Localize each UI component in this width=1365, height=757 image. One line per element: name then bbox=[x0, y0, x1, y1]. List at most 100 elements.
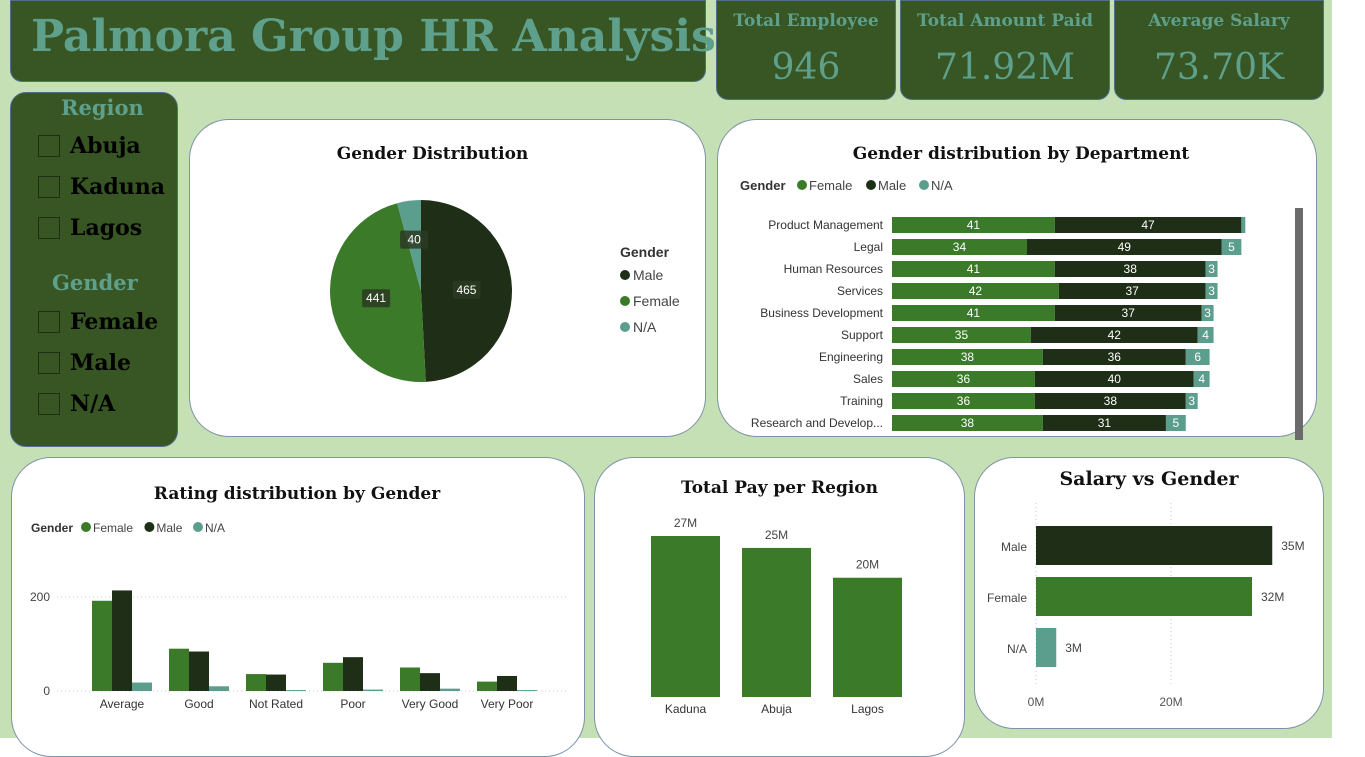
bar-segment-female bbox=[892, 283, 1059, 299]
bar-data-label: 32M bbox=[1261, 590, 1284, 604]
gender-slicer-title: Gender bbox=[52, 270, 138, 295]
option-label: Male bbox=[70, 350, 131, 376]
bar-segment-female bbox=[892, 393, 1035, 409]
y-tick-label: 0 bbox=[43, 684, 50, 698]
salary-bar-na bbox=[1036, 628, 1057, 667]
bar-segment-na bbox=[1193, 371, 1210, 387]
salary-bar-female bbox=[1036, 577, 1252, 616]
bar-segment-female bbox=[892, 349, 1043, 365]
legend-marker bbox=[620, 296, 630, 306]
kpi-value: 946 bbox=[771, 47, 841, 88]
x-tick-label: Very Good bbox=[402, 697, 459, 711]
kpi-total-employee: Total Employee 946 bbox=[716, 0, 896, 100]
bar-segment-na bbox=[1197, 327, 1214, 343]
category-label: N/A bbox=[1007, 642, 1027, 656]
region-option-abuja[interactable]: Abuja bbox=[38, 133, 141, 159]
pie-data-label: 40 bbox=[407, 233, 421, 247]
column-male bbox=[266, 674, 286, 691]
column-male bbox=[420, 673, 440, 691]
legend-label: N/A bbox=[633, 319, 657, 335]
legend-label: Female bbox=[633, 293, 680, 309]
chart-title: Total Pay per Region bbox=[681, 478, 878, 498]
column-female bbox=[400, 667, 420, 691]
department-gender-card: Gender distribution by Department Gender… bbox=[717, 119, 1317, 437]
kpi-value: 71.92M bbox=[935, 47, 1075, 88]
legend-marker bbox=[144, 522, 155, 532]
checkbox[interactable] bbox=[38, 135, 60, 157]
column-na bbox=[440, 688, 460, 691]
bar-data-label: 3 bbox=[1204, 306, 1211, 320]
legend-title: Gender bbox=[31, 521, 73, 535]
department-stacked-bar-chart: Gender Female Male N/A Product Management 41 4… bbox=[740, 178, 1246, 431]
salary-bar-chart: 0M 20M Male 35M Female 32M N/A 3M bbox=[987, 503, 1305, 709]
gender-option-male[interactable]: Male bbox=[38, 350, 131, 376]
region-bar bbox=[833, 577, 902, 697]
bar-segment-male bbox=[1030, 327, 1198, 343]
checkbox[interactable] bbox=[38, 352, 60, 374]
bar-data-label: 35 bbox=[955, 328, 969, 342]
data-label-bg bbox=[400, 230, 429, 249]
column-male bbox=[343, 657, 363, 691]
region-bar bbox=[651, 536, 720, 697]
option-label: N/A bbox=[70, 391, 116, 417]
x-tick-label: 20M bbox=[1159, 695, 1182, 709]
bar-segment-male bbox=[1034, 393, 1186, 409]
region-option-lagos[interactable]: Lagos bbox=[38, 215, 142, 241]
checkbox[interactable] bbox=[38, 217, 60, 239]
bar-data-label: 35M bbox=[1281, 539, 1304, 553]
legend-marker bbox=[919, 180, 929, 190]
x-tick-label: Very Poor bbox=[481, 697, 534, 711]
x-tick-label: Lagos bbox=[851, 702, 884, 716]
page-title: Palmora Group HR Analysis bbox=[31, 11, 716, 62]
checkbox[interactable] bbox=[38, 311, 60, 333]
bar-segment-male bbox=[1034, 371, 1194, 387]
column-female bbox=[246, 674, 266, 691]
category-label: Male bbox=[1001, 540, 1027, 554]
kpi-total-amount-paid: Total Amount Paid 71.92M bbox=[900, 0, 1110, 100]
category-label: Research and Develop... bbox=[751, 416, 883, 430]
bar-segment-female bbox=[892, 327, 1031, 343]
gender-distribution-card: Gender Distribution 465 441 40 Gender Male Fe… bbox=[189, 119, 706, 437]
rating-clustered-bar-chart: Gender Female Male N/A 0 200 Average Good Not Ra… bbox=[30, 521, 567, 711]
title-banner: Palmora Group HR Analysis bbox=[10, 0, 716, 82]
chart-scrollbar[interactable] bbox=[1295, 208, 1303, 440]
bar-data-label: 36 bbox=[957, 372, 971, 386]
pie-data-label: 465 bbox=[456, 283, 476, 297]
column-male bbox=[189, 651, 209, 691]
legend-marker bbox=[193, 522, 203, 532]
bar-segment-na bbox=[1185, 349, 1210, 365]
x-tick-label: Good bbox=[184, 697, 213, 711]
y-tick-label: 200 bbox=[30, 590, 50, 604]
legend-marker bbox=[866, 180, 876, 190]
checkbox[interactable] bbox=[38, 176, 60, 198]
gender-option-female[interactable]: Female bbox=[38, 309, 158, 335]
region-option-kaduna[interactable]: Kaduna bbox=[38, 174, 165, 200]
bar-data-label: 47 bbox=[1141, 218, 1155, 232]
checkbox[interactable] bbox=[38, 393, 60, 415]
gender-option-na[interactable]: N/A bbox=[38, 391, 115, 417]
bar-segment-female bbox=[892, 415, 1043, 431]
bar-segment-male bbox=[1042, 415, 1166, 431]
category-label: Services bbox=[837, 284, 883, 298]
legend-label: N/A bbox=[205, 521, 225, 535]
legend-label: Female bbox=[809, 178, 852, 193]
legend-label: Male bbox=[633, 267, 664, 283]
x-tick-label: 0M bbox=[1028, 695, 1045, 709]
bar-data-label: 37 bbox=[1122, 306, 1136, 320]
column-na bbox=[286, 690, 306, 691]
category-label: Product Management bbox=[768, 218, 883, 232]
data-label-bg bbox=[452, 280, 481, 299]
bar-data-label: 4 bbox=[1198, 372, 1205, 386]
bar-segment-na bbox=[1205, 283, 1218, 299]
bar-data-label: 3M bbox=[1065, 641, 1082, 655]
x-tick-label: Average bbox=[100, 697, 145, 711]
gender-pie-chart: 465 441 40 Gender Male Female N/A bbox=[329, 200, 680, 383]
bar-segment-na bbox=[1205, 261, 1218, 277]
option-label: Abuja bbox=[70, 133, 141, 159]
bar-data-label: 3 bbox=[1208, 284, 1215, 298]
category-label: Female bbox=[987, 591, 1027, 605]
category-label: Support bbox=[841, 328, 884, 342]
bar-segment-male bbox=[1026, 239, 1222, 255]
bar-data-label: 42 bbox=[969, 284, 983, 298]
bar-segment-female bbox=[892, 239, 1027, 255]
